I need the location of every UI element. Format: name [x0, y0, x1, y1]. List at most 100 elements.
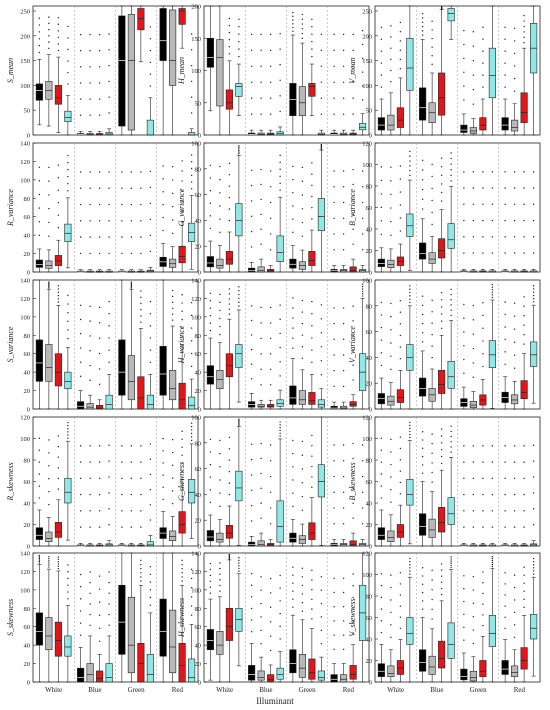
- outlier: [292, 317, 294, 319]
- outlier: [333, 523, 335, 525]
- outlier: [472, 88, 475, 91]
- outlier: [342, 385, 345, 388]
- box: [447, 622, 455, 659]
- outlier: [98, 306, 101, 309]
- outlier: [228, 298, 231, 300]
- outlier: [491, 171, 494, 173]
- outlier: [190, 340, 193, 342]
- outlier: [409, 160, 411, 162]
- outlier: [409, 165, 411, 167]
- outlier: [228, 493, 231, 496]
- x-tick-label: Red: [172, 686, 184, 694]
- outlier: [238, 301, 240, 303]
- outlier: [260, 457, 262, 460]
- box: [387, 259, 395, 268]
- outlier: [79, 526, 82, 528]
- outlier: [431, 211, 433, 214]
- outlier: [399, 311, 402, 313]
- outlier: [38, 461, 41, 463]
- outlier: [421, 439, 424, 441]
- outlier: [463, 57, 465, 60]
- outlier: [98, 187, 101, 189]
- outlier: [190, 365, 193, 368]
- box: [45, 344, 53, 382]
- outlier: [421, 188, 424, 191]
- outlier: [190, 167, 193, 170]
- outlier: [57, 291, 60, 294]
- outlier: [238, 18, 240, 20]
- outlier: [292, 337, 294, 339]
- outlier: [472, 362, 475, 364]
- box: [159, 346, 167, 396]
- outlier: [311, 618, 313, 620]
- outlier: [292, 15, 294, 18]
- outlier: [140, 236, 142, 238]
- outlier: [79, 445, 82, 447]
- outlier: [361, 295, 364, 297]
- outlier: [130, 284, 133, 287]
- outlier: [38, 557, 41, 560]
- outlier: [219, 439, 221, 442]
- outlier: [482, 582, 484, 584]
- outlier: [162, 203, 164, 206]
- outlier: [171, 295, 174, 298]
- outlier: [513, 252, 516, 254]
- box: [428, 518, 436, 538]
- outlier: [171, 502, 174, 505]
- outlier: [342, 606, 345, 608]
- outlier: [399, 165, 402, 167]
- outlier: [301, 482, 304, 484]
- y-tick-label: 140: [20, 141, 30, 148]
- y-tick-label: 100: [191, 68, 201, 75]
- outlier: [380, 233, 383, 236]
- box: [267, 404, 275, 408]
- outlier: [57, 561, 60, 563]
- outlier: [342, 444, 345, 446]
- outlier: [361, 99, 364, 101]
- outlier: [472, 333, 475, 335]
- outlier: [292, 218, 294, 220]
- outlier: [79, 622, 82, 624]
- box: [77, 401, 85, 410]
- box: [35, 339, 43, 382]
- outlier: [421, 179, 424, 181]
- outlier: [380, 573, 383, 575]
- outlier: [38, 485, 41, 487]
- outlier: [421, 159, 424, 162]
- outlier: [269, 186, 272, 188]
- outlier: [390, 342, 392, 344]
- outlier: [162, 486, 164, 488]
- outlier: [361, 43, 364, 46]
- outlier: [482, 603, 484, 605]
- outlier: [399, 459, 402, 461]
- outlier: [301, 13, 304, 16]
- outlier: [532, 508, 535, 510]
- outlier: [311, 195, 313, 198]
- outlier: [38, 449, 41, 451]
- outlier: [130, 252, 133, 255]
- outlier: [504, 26, 506, 28]
- outlier: [513, 315, 516, 317]
- box: [35, 612, 43, 646]
- outlier: [463, 445, 465, 447]
- outlier: [250, 97, 253, 99]
- outlier: [250, 334, 253, 336]
- outlier: [38, 180, 41, 182]
- x-tick-label: Green: [128, 686, 146, 694]
- outlier: [463, 526, 465, 528]
- outlier: [523, 203, 525, 206]
- outlier: [440, 428, 443, 430]
- outlier: [209, 300, 212, 302]
- outlier: [140, 563, 142, 566]
- outlier: [130, 220, 133, 222]
- y-tick-label: 140: [20, 551, 30, 558]
- outlier: [342, 49, 345, 52]
- outlier: [491, 565, 494, 568]
- outlier: [504, 572, 506, 574]
- outlier: [89, 379, 91, 382]
- outlier: [333, 33, 335, 36]
- y-tick-label: 120: [191, 296, 201, 303]
- outlier: [38, 51, 41, 54]
- outlier: [269, 249, 272, 251]
